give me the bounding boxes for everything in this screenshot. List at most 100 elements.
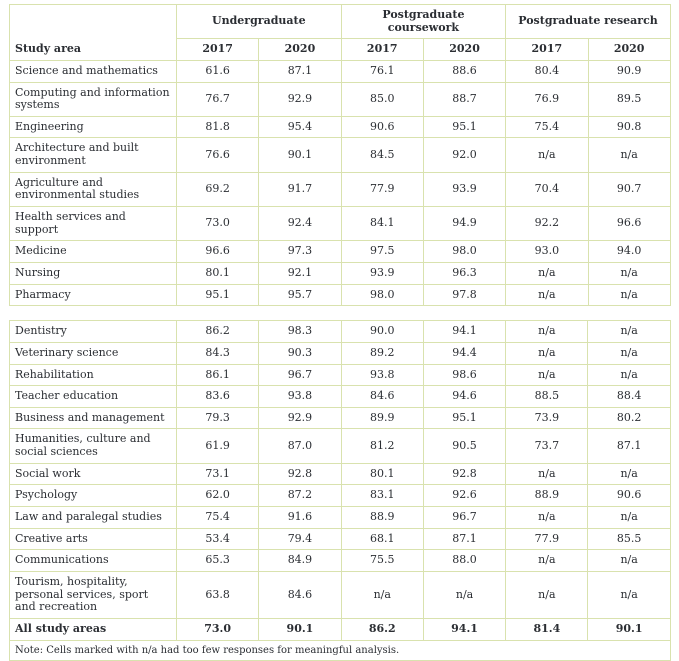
value-cell: 89.2 [340, 341, 424, 365]
study-area-cell: Creative arts [9, 527, 177, 551]
total-row: All study areas 73.0 90.1 86.2 94.1 81.4 90.1 [9, 617, 671, 641]
value-cell: 95.7 [258, 283, 342, 307]
value-cell: 61.9 [175, 428, 260, 464]
value-cell: 85.5 [587, 527, 671, 551]
value-cell: 83.6 [175, 385, 260, 408]
value-cell: 94.1 [422, 617, 507, 641]
value-cell: 95.1 [422, 406, 507, 430]
value-cell: 98.0 [340, 283, 424, 307]
value-cell: n/a [587, 283, 671, 307]
value-cell: 92.9 [258, 81, 342, 117]
value-cell: 97.3 [258, 240, 342, 263]
study-area-cell: Communications [9, 549, 177, 572]
value-cell: 92.1 [258, 261, 342, 285]
value-cell: 79.3 [175, 406, 260, 430]
value-cell: 86.2 [175, 320, 260, 343]
value-cell: 81.8 [175, 115, 260, 139]
value-cell: 73.1 [175, 462, 260, 486]
value-cell: 95.1 [422, 115, 507, 139]
table-row: Dentistry 86.2 98.3 90.0 94.1 n/a n/a [9, 320, 671, 343]
value-cell: 93.8 [340, 363, 424, 387]
value-cell: 88.7 [422, 81, 507, 117]
value-cell: 94.4 [422, 341, 507, 365]
study-area-cell: Psychology [9, 484, 177, 508]
value-cell: n/a [587, 341, 671, 365]
study-area-cell: Pharmacy [9, 283, 177, 307]
table-row: Nursing 80.1 92.1 93.9 96.3 n/a n/a [9, 261, 671, 285]
value-cell: 89.9 [340, 406, 424, 430]
study-area-cell: Business and management [9, 406, 177, 430]
value-cell: 94.6 [422, 385, 507, 408]
year-header: 2020 [258, 38, 342, 61]
value-cell: 76.1 [340, 59, 424, 83]
table-footer: Note: Cells marked with n/a had too few … [9, 639, 671, 661]
value-cell: 86.2 [340, 617, 424, 641]
value-cell: n/a [505, 462, 589, 486]
value-cell: n/a [587, 462, 671, 486]
table-row: Communications 65.3 84.9 75.5 88.0 n/a n/a [9, 549, 671, 572]
value-cell: 69.2 [175, 171, 260, 208]
value-cell: 90.6 [587, 484, 671, 508]
table-body-lower: Dentistry 86.2 98.3 90.0 94.1 n/a n/a Veterinar… [9, 320, 671, 641]
study-area-cell: Law and paralegal studies [9, 506, 177, 529]
value-cell: n/a [340, 570, 424, 619]
value-cell: 97.8 [422, 283, 507, 307]
value-cell: 81.4 [505, 617, 589, 641]
value-cell: 88.9 [340, 506, 424, 529]
study-area-cell: All study areas [9, 617, 177, 641]
value-cell: n/a [505, 137, 589, 173]
study-area-cell: Dentistry [9, 320, 177, 343]
value-cell: 77.9 [340, 171, 424, 208]
value-cell: 80.2 [587, 406, 671, 430]
study-area-cell: Nursing [9, 261, 177, 285]
value-cell: n/a [422, 570, 507, 619]
value-cell: 87.1 [258, 59, 342, 83]
study-area-cell: Humanities, culture and social sciences [9, 428, 177, 464]
value-cell: 95.1 [175, 283, 260, 307]
value-cell: 98.0 [422, 240, 507, 263]
value-cell: 88.0 [422, 549, 507, 572]
results-table-upper: Study area Undergraduate Postgraduate co… [9, 3, 671, 307]
note-row: Note: Cells marked with n/a had too few … [9, 639, 671, 661]
study-area-cell: Social work [9, 462, 177, 486]
table-header: Study area Undergraduate Postgraduate co… [9, 3, 671, 61]
value-cell: n/a [505, 570, 589, 619]
value-cell: 80.1 [175, 261, 260, 285]
study-area-cell: Science and mathematics [9, 59, 177, 83]
year-header: 2017 [340, 38, 424, 61]
value-cell: 86.1 [175, 363, 260, 387]
value-cell: 90.1 [258, 137, 342, 173]
value-cell: 96.7 [258, 363, 342, 387]
study-area-cell: Teacher education [9, 385, 177, 408]
value-cell: 73.9 [505, 406, 589, 430]
table-row: Health services and support 73.0 92.4 84.1 9… [9, 206, 671, 242]
value-cell: 92.4 [258, 206, 342, 242]
value-cell: 93.0 [505, 240, 589, 263]
value-cell: 94.1 [422, 320, 507, 343]
value-cell: 76.9 [505, 81, 589, 117]
table-row: Business and management 79.3 92.9 89.9 95.1 7… [9, 406, 671, 430]
value-cell: 80.1 [340, 462, 424, 486]
value-cell: 90.6 [340, 115, 424, 139]
value-cell: n/a [505, 320, 589, 343]
table-row: Veterinary science 84.3 90.3 89.2 94.4 n/a n/a [9, 341, 671, 365]
value-cell: 87.2 [258, 484, 342, 508]
value-cell: n/a [505, 363, 589, 387]
results-table-lower: Dentistry 86.2 98.3 90.0 94.1 n/a n/a Veterinar… [9, 320, 671, 661]
table-row: Agriculture and environmental studies 69.… [9, 171, 671, 208]
table-row: Law and paralegal studies 75.4 91.6 88.9 96.… [9, 506, 671, 529]
value-cell: n/a [587, 506, 671, 529]
value-cell: 90.5 [422, 428, 507, 464]
value-cell: 95.4 [258, 115, 342, 139]
value-cell: 84.1 [340, 206, 424, 242]
year-header-row: 2017 2020 2017 2020 2017 2020 [10, 38, 671, 61]
study-area-cell: Engineering [9, 115, 177, 139]
value-cell: 92.8 [422, 462, 507, 486]
value-cell: 92.9 [258, 406, 342, 430]
value-cell: 96.7 [422, 506, 507, 529]
value-cell: 61.6 [175, 59, 260, 83]
year-header: 2020 [587, 38, 671, 61]
table-row: Creative arts 53.4 79.4 68.1 87.1 77.9 85.5 [9, 527, 671, 551]
value-cell: 70.4 [505, 171, 589, 208]
